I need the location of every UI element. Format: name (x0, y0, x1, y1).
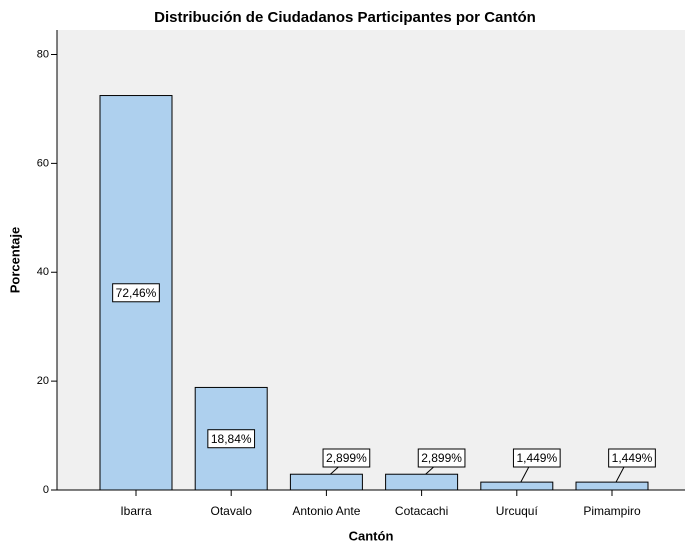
y-tick-label: 20 (37, 375, 49, 387)
value-label-box (207, 429, 256, 449)
value-label-box (512, 448, 561, 468)
chart-title: Distribución de Ciudadanos Participantes… (154, 9, 536, 26)
value-label-box (417, 448, 466, 468)
label-leader (615, 466, 625, 483)
x-tick-label: Otavalo (211, 504, 253, 518)
bar (480, 481, 554, 491)
bar (575, 481, 649, 491)
y-axis-label: Porcentaje (7, 227, 22, 293)
label-leader (330, 466, 339, 475)
x-axis-label: Cantón (349, 528, 394, 543)
y-tick-label: 80 (37, 48, 49, 60)
value-label-box (322, 448, 371, 468)
x-tick-label: Pimampiro (583, 504, 641, 518)
bar (289, 473, 363, 491)
value-label: 2,899% (421, 451, 462, 465)
value-label-box (608, 448, 656, 468)
y-tick-label: 0 (43, 484, 49, 496)
x-tick-label: Urcuquí (496, 504, 539, 518)
label-leader (425, 466, 434, 475)
value-label: 18,84% (211, 432, 252, 446)
value-label: 2,899% (326, 451, 367, 465)
y-tick-label: 60 (37, 157, 49, 169)
bar (385, 473, 459, 491)
value-label-box (112, 283, 160, 303)
x-tick-label: Cotacachi (395, 504, 448, 518)
x-tick-label: Antonio Ante (292, 504, 360, 518)
value-label: 72,46% (116, 286, 157, 300)
value-label: 1,449% (612, 451, 653, 465)
y-tick-label: 40 (37, 266, 49, 278)
x-tick-label: Ibarra (120, 504, 152, 518)
value-label: 1,449% (516, 451, 557, 465)
label-leader (520, 466, 530, 483)
